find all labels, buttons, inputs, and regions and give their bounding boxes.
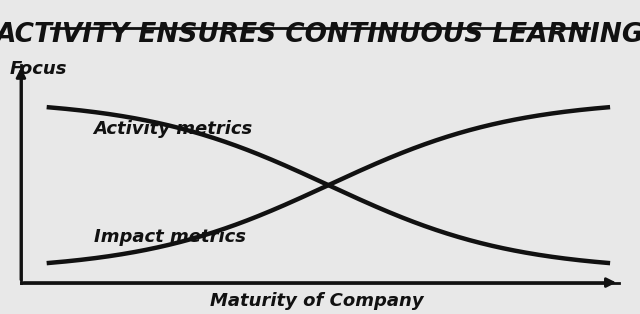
Text: Activity metrics: Activity metrics: [93, 120, 253, 138]
Text: Maturity of Company: Maturity of Company: [211, 292, 424, 310]
Text: Focus: Focus: [10, 60, 67, 78]
Text: ACTIVITY ENSURES CONTINUOUS LEARNING: ACTIVITY ENSURES CONTINUOUS LEARNING: [0, 22, 640, 48]
Text: Impact metrics: Impact metrics: [93, 228, 246, 246]
